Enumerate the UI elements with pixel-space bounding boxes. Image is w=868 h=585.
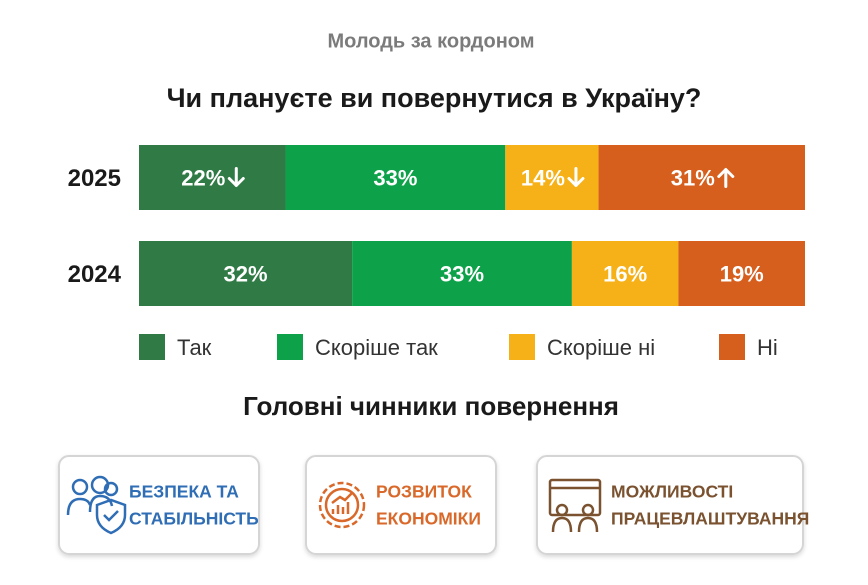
bar-segment bbox=[139, 241, 353, 306]
legend-label: Ні bbox=[757, 335, 778, 360]
value-label: 19% bbox=[720, 261, 764, 286]
legend-label: Скоріше ні bbox=[547, 335, 655, 360]
value-label: 14% bbox=[521, 165, 565, 190]
trend-arrow bbox=[717, 168, 735, 188]
value-label: 16% bbox=[603, 261, 647, 286]
bar-segment bbox=[352, 241, 572, 306]
factor-label: БЕЗПЕКА ТА bbox=[129, 482, 239, 502]
trend-arrow bbox=[227, 167, 245, 187]
factor-label: ПРАЦЕВЛАШТУВАННЯ bbox=[611, 509, 809, 529]
legend-swatch bbox=[277, 334, 303, 360]
value-label: 22% bbox=[181, 165, 225, 190]
value-label: 31% bbox=[671, 165, 715, 190]
chart-title: Чи плануєте ви повернутися в Україну? bbox=[167, 83, 702, 113]
bar-segment bbox=[285, 145, 506, 210]
bar-segment bbox=[571, 241, 679, 306]
factor-label: СТАБІЛЬНІСТЬ bbox=[129, 509, 259, 529]
factor-card bbox=[305, 455, 497, 555]
card-frame bbox=[58, 455, 260, 555]
factor-card bbox=[58, 455, 260, 555]
supertitle: Молодь за кордоном bbox=[327, 30, 534, 52]
trend-arrow bbox=[567, 167, 585, 187]
factor-label: РОЗВИТОК bbox=[376, 482, 472, 502]
legend-swatch bbox=[719, 334, 745, 360]
factor-label: ЕКОНОМІКИ bbox=[376, 509, 481, 529]
jobs-icon bbox=[548, 478, 602, 533]
bar-segment bbox=[139, 145, 286, 210]
security-icon bbox=[66, 475, 127, 535]
value-label: 33% bbox=[440, 261, 484, 286]
legend-label: Так bbox=[177, 335, 212, 360]
card-frame bbox=[536, 455, 804, 555]
bar-segment bbox=[678, 241, 805, 306]
y-tick-label: 2024 bbox=[68, 261, 122, 288]
factor-card bbox=[536, 455, 804, 555]
legend-swatch bbox=[139, 334, 165, 360]
y-tick-label: 2025 bbox=[68, 165, 121, 192]
value-label: 33% bbox=[373, 165, 417, 190]
value-label: 32% bbox=[224, 261, 268, 286]
legend-label: Скоріше так bbox=[315, 335, 438, 360]
card-frame bbox=[305, 455, 497, 555]
legend-swatch bbox=[509, 334, 535, 360]
section-title: Головні чинники повернення bbox=[243, 391, 619, 421]
bar-segment bbox=[598, 145, 805, 210]
economy-icon bbox=[318, 481, 366, 529]
factor-label: МОЖЛИВОСТІ bbox=[611, 482, 733, 502]
